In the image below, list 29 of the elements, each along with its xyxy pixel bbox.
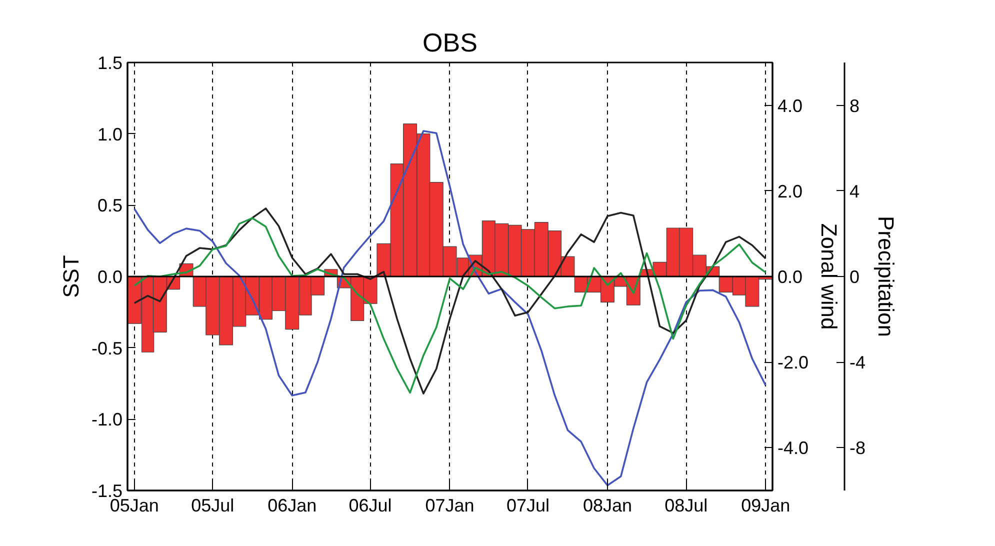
y2-tick-label: 2.0 <box>778 181 803 202</box>
x-tick-label: 07Jul <box>506 496 550 516</box>
x-tick-label: 07Jan <box>425 496 474 516</box>
x-tick-label: 09Jan <box>741 496 790 516</box>
y2-axis-title: Zonal wind <box>816 223 842 330</box>
y3-tick-label: 0 <box>850 267 860 287</box>
y-tick-label: -0.5 <box>91 338 123 358</box>
y3-tick-label: -4 <box>850 352 866 373</box>
y-tick-label: 0.0 <box>97 267 123 287</box>
y-tick-label: 1.5 <box>97 53 123 73</box>
y2-tick-label: -4.0 <box>778 438 809 458</box>
x-tick-label: 08Jul <box>664 496 708 516</box>
x-tick-label: 05Jul <box>191 496 234 516</box>
y2-tick-label: 4.0 <box>778 96 803 116</box>
y-tick-label: -1.0 <box>91 410 123 430</box>
x-tick-label: 08Jan <box>582 496 632 516</box>
y3-tick-label: 8 <box>850 96 860 116</box>
y-axis-title: SST <box>58 255 84 298</box>
y3-tick-label: 4 <box>850 181 860 202</box>
x-tick-label: 06Jul <box>348 496 392 516</box>
y3-axis-title: Precipitation <box>874 216 899 338</box>
line-series <box>134 130 766 486</box>
y2-tick-label: 0.0 <box>778 267 803 287</box>
x-tick-label: 06Jan <box>268 496 317 516</box>
y2-tick-label: -2.0 <box>778 352 809 373</box>
y-tick-label: 1.0 <box>97 124 123 144</box>
y3-tick-label: -8 <box>850 438 866 458</box>
y-tick-label: 0.5 <box>97 196 123 216</box>
chart-title: OBS <box>422 28 478 58</box>
